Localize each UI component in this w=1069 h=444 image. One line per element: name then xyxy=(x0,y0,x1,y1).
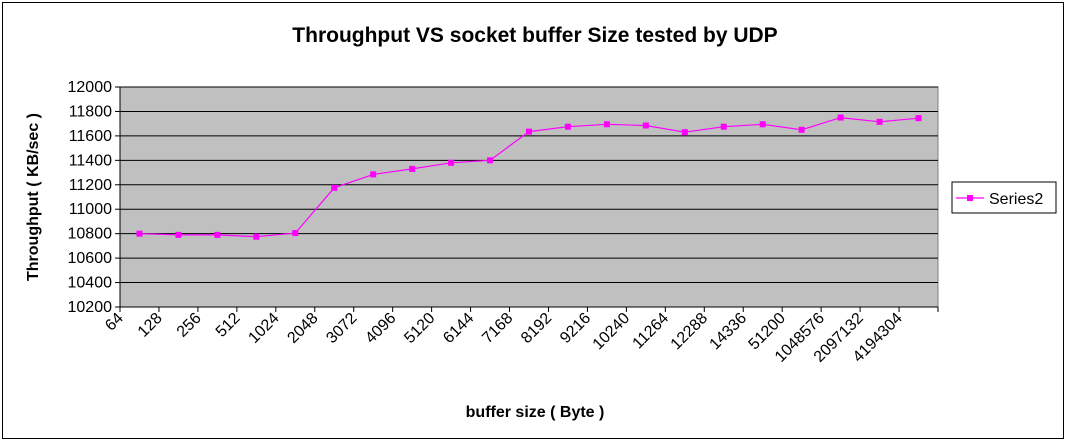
data-point xyxy=(136,230,143,237)
x-tick-label: 3072 xyxy=(323,310,360,347)
x-tick-label: 7168 xyxy=(479,310,516,347)
data-point xyxy=(681,129,688,136)
x-tick-label: 8192 xyxy=(518,310,555,347)
y-axis-ticks: 10200 10400 10600 10800 11000 11200 11400 11600… xyxy=(68,79,113,316)
x-tick-label: 4096 xyxy=(362,310,399,347)
plot-area xyxy=(119,86,939,308)
grid-lines xyxy=(120,86,938,284)
data-point xyxy=(370,171,377,178)
y-axis-title: Throughput ( KB/sec ) xyxy=(25,113,42,281)
y-tick-label: 12000 xyxy=(68,79,113,96)
x-tick-label: 10240 xyxy=(590,310,634,354)
x-tick-label: 512 xyxy=(213,310,244,341)
x-tick-label: 128 xyxy=(135,310,166,341)
data-point xyxy=(876,118,883,125)
x-tick-label: 2048 xyxy=(284,310,321,347)
y-tick-label: 11400 xyxy=(69,152,112,169)
y-tick-label: 10800 xyxy=(68,226,113,243)
axes xyxy=(115,86,939,312)
chart-title: Throughput VS socket buffer Size tested … xyxy=(292,24,777,47)
y-tick-label: 10200 xyxy=(68,299,113,316)
y-tick-label: 11200 xyxy=(69,177,112,194)
data-point xyxy=(564,123,571,130)
data-point xyxy=(759,121,766,128)
data-point xyxy=(603,121,610,128)
y-tick-label: 11600 xyxy=(69,128,112,145)
x-tick-label: 5120 xyxy=(401,310,438,347)
y-tick-label: 10400 xyxy=(68,275,113,292)
x-tick-label: 256 xyxy=(174,310,205,341)
y-tick-label: 10600 xyxy=(68,250,113,267)
x-tick-label: 12288 xyxy=(668,310,712,354)
data-point xyxy=(642,122,649,129)
x-tick-label: 14336 xyxy=(707,310,751,354)
data-point xyxy=(214,231,221,238)
x-tick-label: 6144 xyxy=(440,310,477,347)
legend-label: Series2 xyxy=(989,191,1043,208)
y-tick-label: 11800 xyxy=(69,103,112,120)
data-point xyxy=(292,230,299,237)
data-point xyxy=(253,233,260,240)
data-point xyxy=(175,231,182,238)
data-point xyxy=(837,114,844,121)
data-point xyxy=(487,157,494,164)
legend-marker-swatch xyxy=(967,195,973,201)
x-tick-label: 11264 xyxy=(630,310,673,353)
data-point xyxy=(798,126,805,133)
data-point xyxy=(915,115,922,122)
data-point xyxy=(720,123,727,130)
legend: Series2 xyxy=(951,181,1057,214)
data-point xyxy=(526,128,532,135)
x-axis-title: buffer size ( Byte ) xyxy=(466,404,605,421)
x-tick-label: 1024 xyxy=(245,310,282,347)
y-tick-label: 11000 xyxy=(69,201,112,218)
data-point xyxy=(331,184,338,191)
data-point xyxy=(409,165,416,172)
data-point xyxy=(448,159,455,166)
x-axis-ticks: 64 128 256 512 1024 2048 3072 4096 5120 6144 7168 8… xyxy=(102,310,906,366)
series-layer xyxy=(136,114,922,240)
